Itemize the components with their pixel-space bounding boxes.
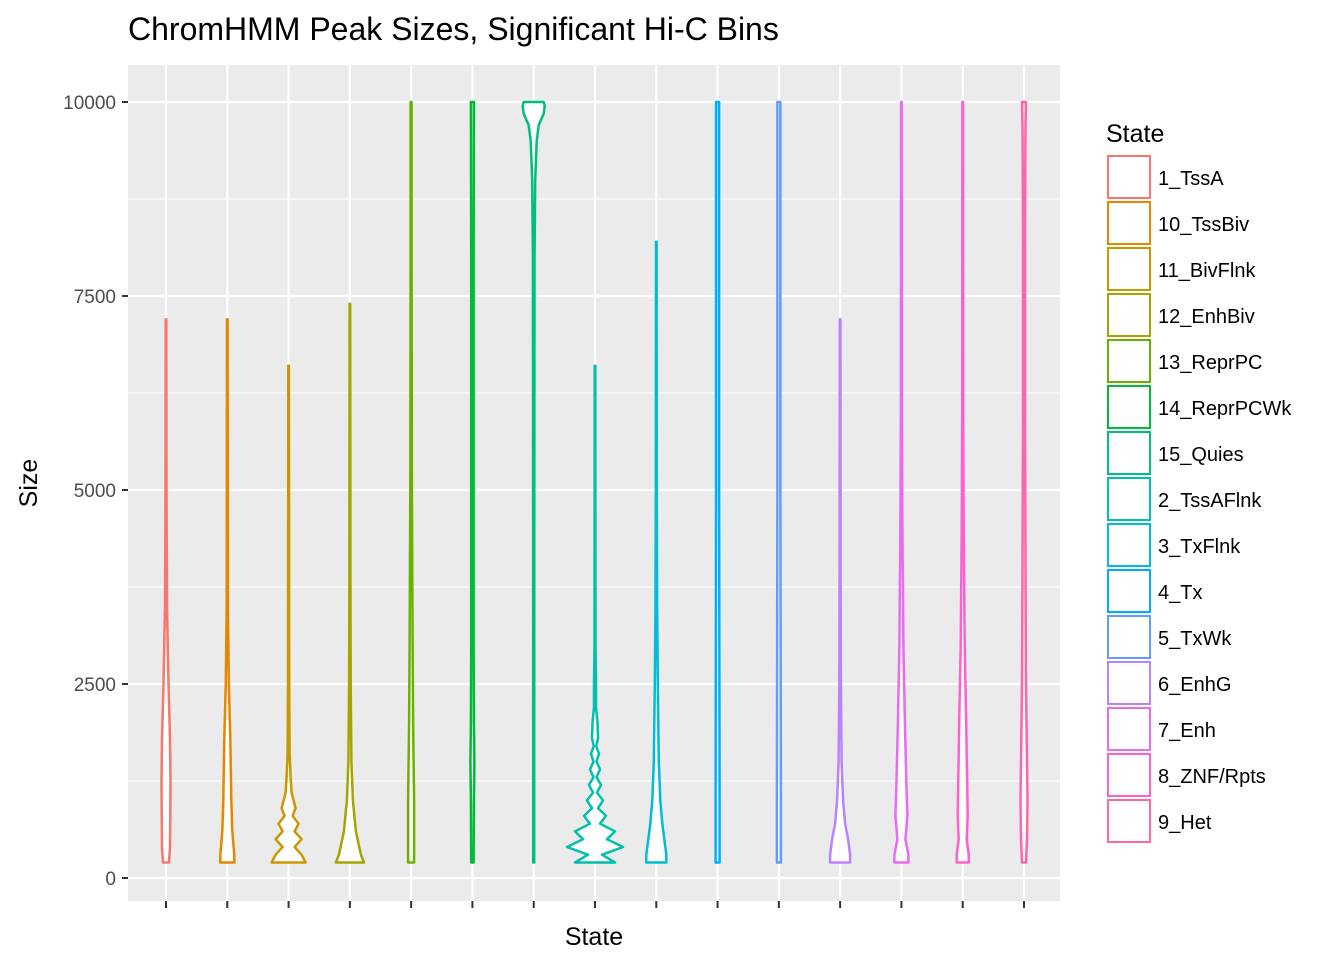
violin-13-reprpc xyxy=(406,100,416,864)
legend-label: 12_EnhBiv xyxy=(1158,306,1255,328)
violin-9-het xyxy=(1019,100,1029,864)
violin-6-enhg xyxy=(828,318,852,864)
violin-14-reprpcwk xyxy=(469,100,476,864)
legend-key xyxy=(1107,431,1151,475)
y-tick-label: 0 xyxy=(105,869,116,890)
violin-15-quies xyxy=(521,100,546,864)
legend-label: 3_TxFlnk xyxy=(1158,536,1241,558)
violin-12-enhbiv xyxy=(334,302,366,864)
x-axis xyxy=(165,901,1025,908)
violin-2-tssaflnk xyxy=(565,364,625,864)
y-axis: 0 2500 5000 7500 10000 xyxy=(63,93,128,890)
legend-label: 13_ReprPC xyxy=(1158,352,1263,374)
x-axis-title: State xyxy=(565,923,623,951)
legend-key xyxy=(1107,523,1151,567)
legend-key xyxy=(1107,753,1151,797)
violin-10-tssbiv xyxy=(219,318,236,864)
legend-label: 5_TxWk xyxy=(1158,628,1232,650)
y-tick-label: 7500 xyxy=(74,287,116,308)
legend-key xyxy=(1107,477,1151,521)
legend-label: 7_Enh xyxy=(1158,720,1216,742)
legend-key xyxy=(1107,155,1151,199)
legend-label: 15_Quies xyxy=(1158,444,1244,466)
legend-label: 8_ZNF/Rpts xyxy=(1158,766,1266,788)
violin-7-enh xyxy=(893,100,910,864)
y-tick-label: 10000 xyxy=(63,93,116,114)
legend-label: 1_TssA xyxy=(1158,168,1224,190)
violin-11-bivflnk xyxy=(270,364,307,864)
chart-title: ChromHMM Peak Sizes, Significant Hi-C Bi… xyxy=(128,11,779,47)
y-tick-label: 2500 xyxy=(74,675,116,696)
legend-label: 14_ReprPCWk xyxy=(1158,398,1292,420)
legend-key xyxy=(1107,661,1151,705)
violin-1-tssa xyxy=(160,318,172,864)
legend-key xyxy=(1107,385,1151,429)
legend-key xyxy=(1107,247,1151,291)
y-axis-title: Size xyxy=(15,459,43,508)
legend-label: 6_EnhG xyxy=(1158,674,1231,696)
legend-label: 4_Tx xyxy=(1158,582,1202,604)
legend-label: 10_TssBiv xyxy=(1158,214,1249,236)
violins xyxy=(160,100,1029,864)
y-tick-label: 5000 xyxy=(74,481,116,502)
legend-key xyxy=(1107,293,1151,337)
legend-title: State xyxy=(1106,120,1164,148)
legend-key xyxy=(1107,615,1151,659)
legend-label: 11_BivFlnk xyxy=(1158,260,1256,282)
legend-key xyxy=(1107,201,1151,245)
legend-label: 2_TssAFlnk xyxy=(1158,490,1262,512)
legend-key xyxy=(1107,339,1151,383)
legend-key xyxy=(1107,707,1151,751)
violin-4-tx xyxy=(714,100,721,864)
legend-key xyxy=(1107,569,1151,613)
violin-8-znf-rpts xyxy=(955,100,970,864)
legend-key xyxy=(1107,799,1151,843)
violin-3-txflnk xyxy=(645,240,668,864)
legend-label: 9_Het xyxy=(1158,812,1212,834)
legend: State 1_TssA 10_TssBiv 11_BivFlnk 12_EnhBiv… xyxy=(1106,120,1292,843)
violin-5-txwk xyxy=(775,100,783,864)
